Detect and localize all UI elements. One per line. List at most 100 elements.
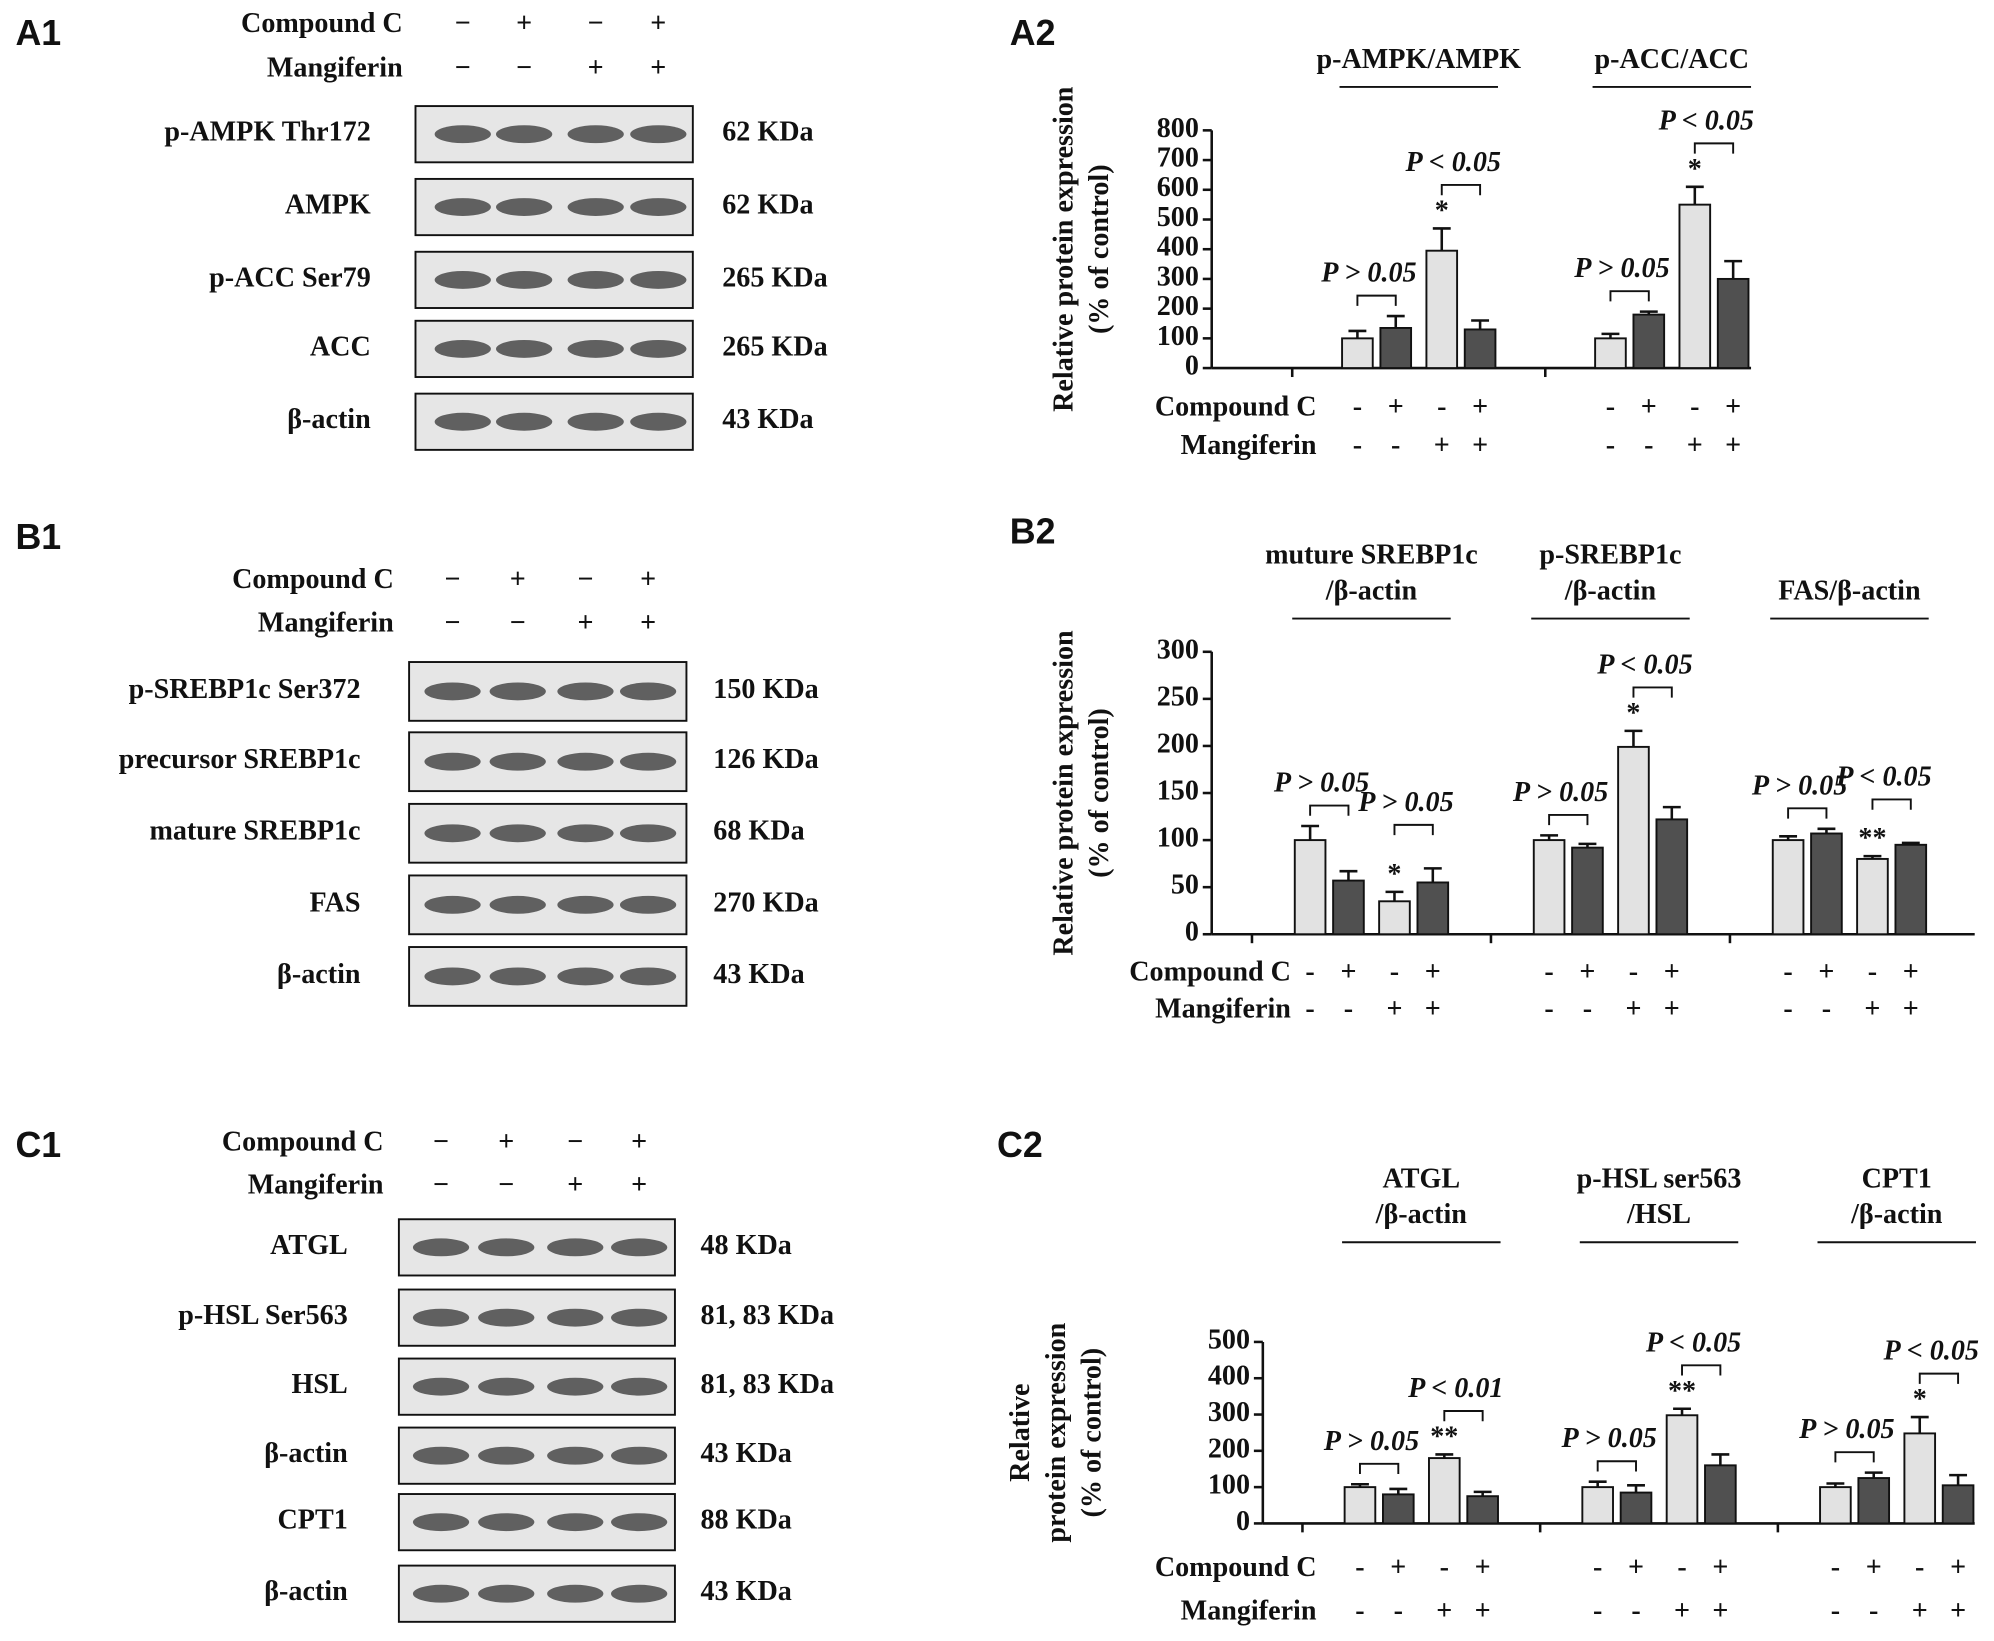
treatment-sign: + [1436, 1595, 1452, 1626]
bar [1704, 1464, 1737, 1525]
treatment-sign: + [1864, 993, 1880, 1024]
panel-label: B1 [15, 517, 61, 557]
y-tick-label: 100 [1157, 823, 1199, 854]
y-axis-label: (% of control) [1084, 708, 1115, 878]
y-tick-label: 150 [1157, 775, 1199, 806]
bar [1810, 832, 1843, 936]
band [496, 412, 553, 431]
size-label: 68 KDa [713, 816, 804, 847]
band [434, 125, 491, 144]
band [412, 1584, 470, 1603]
band [557, 682, 614, 701]
treatment-sign: − [588, 8, 604, 39]
bar [1771, 839, 1805, 936]
significance-star: ** [1430, 1422, 1458, 1453]
band [412, 1377, 470, 1396]
protein-label: ATGL [270, 1230, 348, 1261]
treatment-sign: + [1628, 1552, 1644, 1583]
treatment-sign: − [577, 564, 593, 595]
band [489, 895, 546, 914]
comparison-bracket [1632, 686, 1673, 698]
treatment-sign: - [1783, 956, 1792, 987]
band [557, 752, 614, 771]
y-axis-label: (% of control) [1084, 164, 1115, 334]
p-value: P < 0.05 [1658, 105, 1754, 136]
bar [1903, 1432, 1937, 1525]
bar [1425, 249, 1459, 370]
band [496, 270, 553, 289]
treatment-sign: + [1818, 956, 1834, 987]
band [630, 125, 687, 144]
y-tick-label: 250 [1157, 681, 1199, 712]
y-axis-label: (% of control) [1077, 1348, 1108, 1518]
bar [1819, 1486, 1852, 1525]
treatment-sign: − [433, 1126, 449, 1157]
treatment-sign: - [1822, 993, 1831, 1024]
treatment-sign: + [577, 607, 593, 638]
treatment-sign: − [567, 1126, 583, 1157]
band [434, 270, 491, 289]
p-value: P > 0.05 [1573, 253, 1669, 284]
treatment-sign: + [588, 53, 604, 84]
comparison-bracket [1393, 823, 1434, 836]
treatment-sign: + [1725, 391, 1741, 422]
significance-star: ** [1858, 823, 1886, 854]
comparison-bracket [1443, 1410, 1484, 1422]
treatment-sign: − [510, 607, 526, 638]
treatment-label: Mangiferin [1155, 993, 1291, 1024]
treatment-sign: - [1869, 1595, 1878, 1626]
y-tick-label: 500 [1208, 1324, 1250, 1355]
treatment-sign: - [1305, 993, 1314, 1024]
treatment-sign: + [650, 53, 666, 84]
band [478, 1584, 535, 1603]
size-label: 270 KDa [713, 887, 818, 918]
treatment-sign: - [1344, 993, 1353, 1024]
band [478, 1446, 535, 1465]
bar [1856, 857, 1889, 936]
treatment-sign: − [433, 1170, 449, 1201]
treatment-label: Mangiferin [1181, 1595, 1317, 1626]
protein-label: AMPK [285, 189, 371, 220]
protein-label: mature SREBP1c [149, 816, 360, 847]
group-title: ATGL [1383, 1163, 1461, 1194]
bar [1678, 203, 1712, 370]
y-tick-label: 300 [1208, 1397, 1250, 1428]
y-axis-label: protein expression [1041, 1322, 1072, 1542]
treatment-sign: + [1425, 956, 1441, 987]
protein-label: ACC [310, 331, 371, 362]
band [630, 339, 687, 358]
treatment-sign: + [640, 564, 656, 595]
comparison-bracket [1681, 1364, 1722, 1376]
treatment-sign: + [1579, 956, 1595, 987]
treatment-sign: - [1629, 956, 1638, 987]
comparison-bracket [1440, 184, 1482, 196]
treatment-sign: - [1305, 956, 1314, 987]
y-tick-label: 400 [1208, 1361, 1250, 1392]
bar [1571, 846, 1604, 936]
p-value: P > 0.05 [1273, 768, 1369, 799]
band [630, 412, 687, 431]
treatment-sign: - [1644, 430, 1653, 461]
size-label: 88 KDa [700, 1505, 791, 1536]
treatment-sign: + [1388, 391, 1404, 422]
comparison-bracket [1834, 1451, 1875, 1463]
band [547, 1308, 604, 1327]
protein-label: p-AMPK Thr172 [164, 117, 370, 148]
treatment-sign: + [1390, 1552, 1406, 1583]
treatment-sign: + [1475, 1552, 1491, 1583]
treatment-sign: - [1868, 956, 1877, 987]
p-value: P < 0.05 [1835, 761, 1931, 792]
treatment-sign: + [1475, 1595, 1491, 1626]
bar [1632, 313, 1666, 370]
y-axis-label: Relative protein expression [1048, 630, 1079, 956]
treatment-sign: − [516, 53, 532, 84]
bar [1428, 1457, 1461, 1525]
group-title: p-ACC/ACC [1594, 44, 1749, 75]
size-label: 43 KDa [700, 1576, 791, 1607]
panel-label: C1 [15, 1125, 61, 1165]
treatment-sign: + [1912, 1595, 1928, 1626]
treatment-sign: − [445, 564, 461, 595]
size-label: 43 KDa [722, 404, 813, 435]
significance-star: * [1435, 196, 1449, 227]
p-value: P < 0.01 [1407, 1373, 1503, 1404]
